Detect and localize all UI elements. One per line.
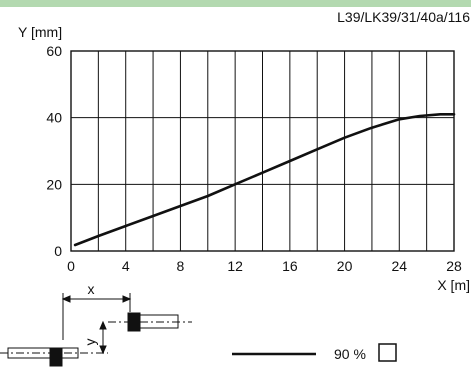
y-arrow-top — [99, 320, 107, 330]
x-tick-label: 8 — [177, 258, 185, 274]
x-tick-label: 4 — [122, 258, 130, 274]
y-arrow-bottom — [99, 345, 107, 355]
x-dimension-label: x — [88, 281, 95, 297]
x-tick-label: 28 — [446, 258, 462, 274]
series-line-90-percent — [73, 113, 456, 247]
x-tick-label: 24 — [391, 258, 407, 274]
x-axis-title: X [m] — [437, 277, 470, 293]
chart-grid — [70, 50, 455, 252]
offset-schematic — [0, 293, 192, 367]
lower-device-marker — [49, 347, 63, 367]
legend-checkbox — [378, 343, 397, 362]
x-arrow-right — [122, 295, 132, 303]
header-accent-bar — [0, 0, 471, 7]
y-tick-label: 40 — [46, 110, 62, 126]
y-tick-label: 20 — [46, 176, 62, 192]
legend-label: 90 % — [334, 346, 366, 362]
tick-labels: 0 4 8 12 16 20 24 28 0 20 40 60 — [46, 43, 462, 274]
y-tick-label: 0 — [54, 243, 62, 259]
x-arrow-left — [61, 295, 71, 303]
x-tick-label: 0 — [67, 258, 75, 274]
data-series — [73, 113, 456, 247]
x-tick-label: 16 — [282, 258, 298, 274]
y-dimension-label: y — [82, 339, 98, 346]
y-tick-label: 60 — [46, 43, 62, 59]
x-tick-label: 12 — [227, 258, 243, 274]
x-tick-label: 20 — [337, 258, 353, 274]
figure-code: L39/LK39/31/40a/116 — [337, 9, 470, 25]
y-axis-title: Y [mm] — [18, 24, 62, 40]
